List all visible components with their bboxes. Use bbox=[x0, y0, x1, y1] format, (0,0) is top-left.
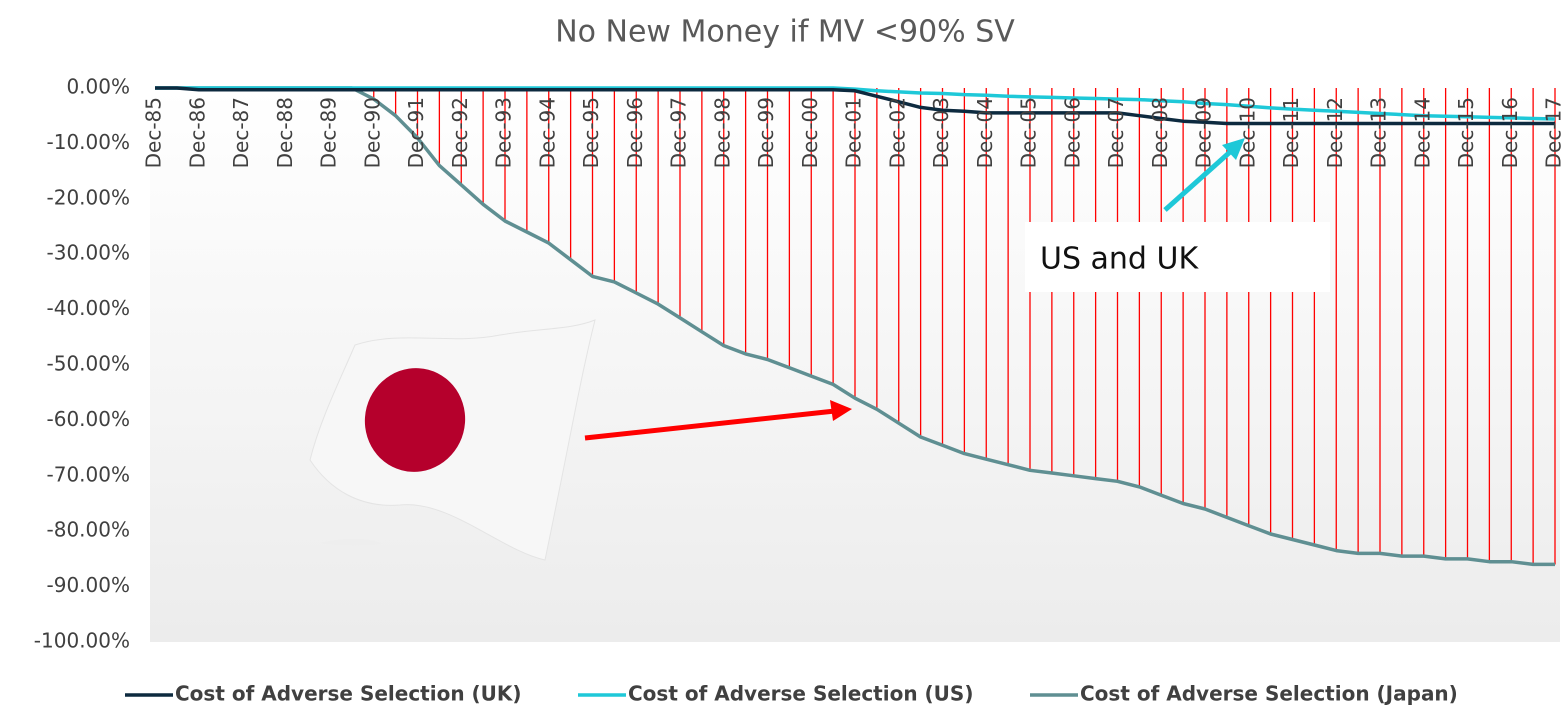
x-tick-label: Dec-10 bbox=[1235, 97, 1259, 168]
y-tick-label: -60.00% bbox=[47, 407, 130, 431]
y-tick-label: -10.00% bbox=[47, 130, 130, 154]
x-tick-label: Dec-01 bbox=[842, 97, 866, 168]
x-tick-label: Dec-09 bbox=[1192, 97, 1216, 168]
x-tick-label: Dec-05 bbox=[1017, 97, 1041, 168]
x-tick-label: Dec-13 bbox=[1367, 97, 1391, 168]
y-tick-label: -20.00% bbox=[47, 185, 130, 209]
y-tick-label: -50.00% bbox=[47, 352, 130, 376]
x-tick-label: Dec-04 bbox=[973, 97, 997, 168]
x-tick-label: Dec-07 bbox=[1104, 97, 1128, 168]
x-tick-label: Dec-02 bbox=[885, 97, 909, 168]
y-tick-label: 0.00% bbox=[66, 75, 130, 99]
legend-label: Cost of Adverse Selection (US) bbox=[628, 682, 973, 706]
y-tick-label: -40.00% bbox=[47, 296, 130, 320]
y-tick-label: -100.00% bbox=[34, 629, 130, 653]
x-tick-label: Dec-90 bbox=[360, 97, 384, 168]
x-tick-label: Dec-91 bbox=[404, 97, 428, 168]
x-tick-label: Dec-86 bbox=[185, 97, 209, 168]
x-tick-label: Dec-99 bbox=[754, 97, 778, 168]
x-tick-label: Dec-92 bbox=[448, 97, 472, 168]
x-tick-label: Dec-88 bbox=[273, 97, 297, 168]
y-tick-label: -90.00% bbox=[47, 573, 130, 597]
chart-title: No New Money if MV <90% SV bbox=[555, 15, 1015, 50]
x-tick-label: Dec-08 bbox=[1148, 97, 1172, 168]
x-tick-label: Dec-00 bbox=[798, 97, 822, 168]
x-tick-label: Dec-85 bbox=[142, 97, 166, 168]
x-tick-label: Dec-89 bbox=[317, 97, 341, 168]
legend-label: Cost of Adverse Selection (UK) bbox=[175, 682, 522, 706]
x-tick-label: Dec-87 bbox=[229, 97, 253, 168]
x-tick-label: Dec-12 bbox=[1323, 97, 1347, 168]
x-tick-label: Dec-16 bbox=[1498, 97, 1522, 168]
x-tick-label: Dec-15 bbox=[1454, 97, 1478, 168]
x-tick-label: Dec-96 bbox=[623, 97, 647, 168]
y-tick-label: -70.00% bbox=[47, 462, 130, 486]
legend-label: Cost of Adverse Selection (Japan) bbox=[1080, 682, 1458, 706]
x-tick-label: Dec-03 bbox=[929, 97, 953, 168]
x-tick-label: Dec-06 bbox=[1060, 97, 1084, 168]
x-tick-label: Dec-14 bbox=[1410, 97, 1434, 168]
annotation: US and UK bbox=[1040, 242, 1199, 277]
y-tick-label: -30.00% bbox=[47, 241, 130, 265]
x-tick-label: Dec-17 bbox=[1542, 97, 1565, 168]
x-tick-label: Dec-98 bbox=[710, 97, 734, 168]
x-tick-label: Dec-97 bbox=[667, 97, 691, 168]
x-tick-label: Dec-11 bbox=[1279, 97, 1303, 168]
x-tick-label: Dec-94 bbox=[535, 97, 559, 168]
x-tick-label: Dec-93 bbox=[492, 97, 516, 168]
x-tick-label: Dec-95 bbox=[579, 97, 603, 168]
y-tick-label: -80.00% bbox=[47, 518, 130, 542]
